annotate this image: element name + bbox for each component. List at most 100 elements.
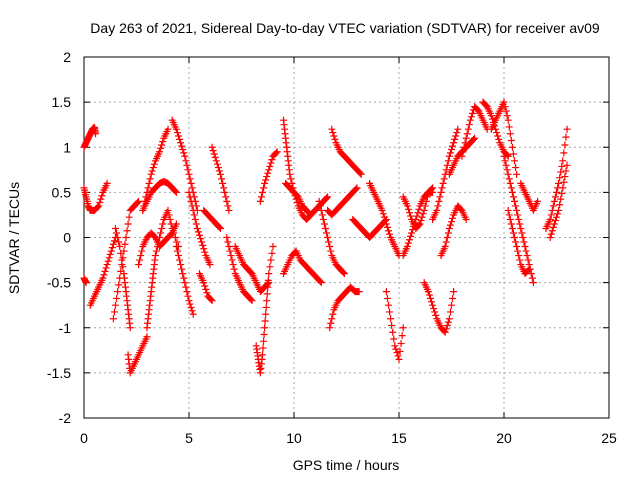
data-point <box>443 161 451 169</box>
data-point <box>444 229 452 237</box>
data-point <box>503 151 511 159</box>
data-point <box>439 179 447 187</box>
data-point <box>221 188 229 196</box>
data-point <box>286 170 294 178</box>
data-point <box>188 184 196 192</box>
data-point <box>546 215 554 223</box>
data-point <box>316 277 324 285</box>
data-point <box>506 130 514 138</box>
data-point <box>108 244 116 252</box>
data-point <box>268 249 276 257</box>
data-point <box>389 328 397 336</box>
data-point <box>513 170 521 178</box>
data-point <box>196 231 203 239</box>
data-point <box>100 271 108 279</box>
data-point <box>220 184 228 192</box>
data-point <box>260 331 268 339</box>
data-point <box>521 243 529 251</box>
data-point <box>114 234 122 241</box>
data-point <box>503 166 511 174</box>
data-point <box>211 153 219 161</box>
data-point <box>449 142 457 150</box>
data-point <box>192 220 200 228</box>
data-point <box>183 288 191 296</box>
y-tick-label: -2 <box>59 410 72 426</box>
data-point <box>173 247 181 255</box>
data-point <box>215 223 223 231</box>
data-point <box>505 211 513 219</box>
data-point <box>172 243 180 251</box>
data-point <box>176 256 184 264</box>
data-point <box>548 206 556 214</box>
data-point <box>152 247 160 255</box>
data-point <box>516 220 524 228</box>
data-point <box>99 274 107 282</box>
data-point <box>171 187 179 195</box>
data-point <box>420 206 428 214</box>
tick-marks <box>83 56 610 419</box>
data-point <box>512 202 520 210</box>
x-tick-label: 20 <box>496 430 512 446</box>
data-point <box>495 135 503 143</box>
data-point <box>200 279 208 287</box>
data-point <box>103 179 111 187</box>
data-point <box>512 238 520 246</box>
data-point <box>114 288 122 296</box>
data-point <box>187 197 195 205</box>
data-point <box>391 342 399 350</box>
data-point <box>264 169 272 177</box>
data-point <box>403 243 411 251</box>
x-tick-label: 10 <box>286 430 302 446</box>
data-point <box>382 220 390 228</box>
data-point <box>212 157 220 165</box>
data-point <box>197 235 205 243</box>
data-point <box>515 215 523 223</box>
data-point <box>112 224 119 232</box>
data-point <box>329 310 337 318</box>
data-point <box>441 243 449 251</box>
data-point <box>317 279 325 287</box>
data-point <box>175 252 182 260</box>
data-point <box>185 170 193 178</box>
data-point <box>102 264 110 272</box>
data-point <box>507 136 515 144</box>
data-point <box>353 184 361 192</box>
data-point <box>506 179 514 187</box>
data-point <box>547 230 555 238</box>
data-point <box>559 157 567 165</box>
data-point <box>561 173 569 181</box>
data-point <box>467 113 475 121</box>
data-point <box>168 224 176 232</box>
data-point <box>328 315 336 323</box>
data-point <box>459 148 467 156</box>
data-point <box>208 297 216 305</box>
data-point <box>508 188 516 196</box>
data-point <box>387 315 395 323</box>
data-point <box>555 179 563 187</box>
data-point <box>411 219 419 227</box>
data-point <box>446 308 454 316</box>
data-point <box>179 270 187 278</box>
data-point <box>444 318 452 326</box>
data-point <box>210 150 218 158</box>
x-tick-labels: 0 5 10 15 20 25 <box>80 430 617 446</box>
data-point <box>325 238 333 246</box>
data-point <box>323 194 331 202</box>
data-point <box>122 234 130 241</box>
data-point <box>509 150 517 158</box>
data-point <box>383 223 391 231</box>
data-point <box>267 256 275 264</box>
data-point <box>424 288 432 296</box>
x-tick-label: 25 <box>601 430 617 446</box>
data-point <box>158 224 166 232</box>
data-point <box>267 159 275 167</box>
data-point <box>171 234 179 241</box>
data-point <box>264 276 272 284</box>
data-point <box>113 294 121 302</box>
data-point <box>556 174 564 182</box>
data-point <box>502 107 510 115</box>
data-point <box>557 168 565 176</box>
data-point <box>215 167 223 175</box>
data-point <box>388 321 396 329</box>
data-point <box>217 224 224 232</box>
